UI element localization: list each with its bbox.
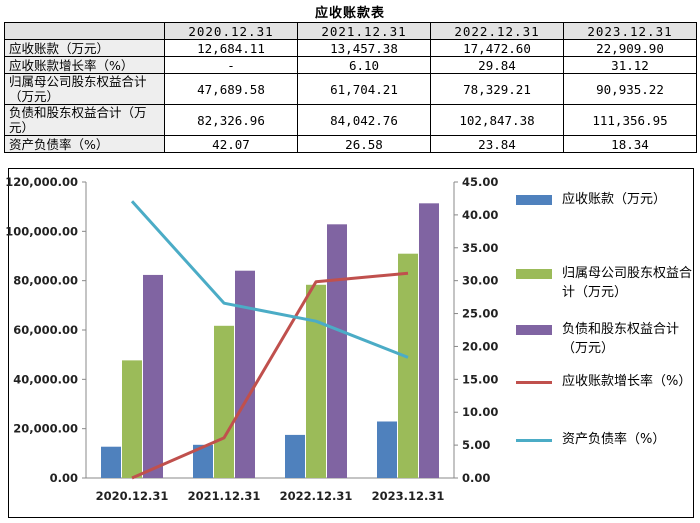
right-tick-label: 30.00: [462, 274, 498, 288]
bar-mark: [214, 325, 234, 478]
receivables-table: 2020.12.31 2021.12.31 2022.12.31 2023.12…: [4, 22, 697, 153]
bar-mark: [235, 270, 255, 478]
bar-mark: [143, 274, 163, 478]
bar-mark: [122, 360, 142, 478]
x-tick-label: 2022.12.31: [280, 489, 353, 503]
left-tick-label: 0.00: [50, 471, 78, 485]
right-tick-label: 35.00: [462, 241, 498, 255]
left-tick-label: 40,000.00: [13, 372, 78, 386]
right-tick-label: 40.00: [462, 208, 498, 222]
legend-label: 资产负债率（%）: [562, 432, 666, 447]
legend-label: 应收账款（万元）: [562, 192, 667, 207]
bar-mark: [419, 203, 439, 478]
bar-mark: [398, 253, 418, 478]
right-tick-label: 25.00: [462, 307, 498, 321]
column-header: 2023.12.31: [563, 22, 697, 40]
left-tick-label: 120,000.00: [5, 175, 78, 189]
right-tick-label: 20.00: [462, 339, 498, 353]
table-cell: 90,935.22: [563, 73, 697, 105]
table-cell: 13,457.38: [297, 39, 431, 57]
right-tick-label: 15.00: [462, 372, 498, 386]
legend-swatch-line: [516, 381, 552, 384]
table-cell: 23.84: [430, 135, 564, 153]
bar-mark: [193, 444, 213, 478]
bar-mark: [377, 421, 397, 478]
legend-swatch-box: [516, 325, 552, 335]
x-tick-label: 2021.12.31: [188, 489, 261, 503]
bar-mark: [285, 434, 305, 478]
legend-swatch-box: [516, 195, 552, 205]
legend-label: 归属母公司股东权益合计（万元）: [562, 266, 693, 300]
table-cell: 78,329.21: [430, 73, 564, 105]
bar-mark: [327, 224, 347, 478]
table-corner: [4, 22, 165, 40]
table-cell: 111,356.95: [563, 104, 697, 136]
legend-label: 负债和股东权益合计（万元）: [562, 322, 680, 356]
table-title: 应收账款表: [314, 6, 385, 21]
column-header: 2021.12.31: [297, 22, 431, 40]
table-cell: 6.10: [297, 56, 431, 74]
row-label: 资产负债率（%）: [4, 135, 165, 153]
left-tick-label: 60,000.00: [13, 323, 78, 337]
chart-frame: [8, 168, 694, 518]
right-tick-label: 0.00: [462, 471, 490, 485]
series-line: [130, 200, 409, 359]
row-label: 负债和股东权益合计（万元）: [4, 104, 165, 136]
bar-mark: [306, 284, 326, 478]
left-tick-label: 100,000.00: [5, 224, 78, 238]
x-tick-label: 2023.12.31: [372, 489, 445, 503]
column-header: 2020.12.31: [164, 22, 298, 40]
table-row: 资产负债率（%） 42.07 26.58 23.84 18.34: [4, 135, 697, 153]
right-tick-label: 10.00: [462, 405, 498, 419]
legend-swatch-box: [516, 269, 552, 279]
series-line: [131, 271, 409, 480]
table-row: 负债和股东权益合计（万元） 82,326.96 84,042.76 102,84…: [4, 104, 697, 136]
table-cell: 22,909.90: [563, 39, 697, 57]
x-tick-label: 2020.12.31: [96, 489, 169, 503]
right-tick-label: 5.00: [462, 438, 490, 452]
legend-label: 应收账款增长率（%）: [562, 374, 692, 389]
table-row: 应收账款增长率（%） - 6.10 29.84 31.12: [4, 56, 697, 74]
bar-mark: [101, 446, 121, 478]
legend-swatch-line: [516, 439, 552, 442]
left-tick-label: 80,000.00: [13, 274, 78, 288]
row-label: 应收账款（万元）: [4, 39, 165, 57]
right-tick-label: 45.00: [462, 175, 498, 189]
table-cell: 26.58: [297, 135, 431, 153]
left-tick-label: 20,000.00: [13, 422, 78, 436]
table-header-row: 2020.12.31 2021.12.31 2022.12.31 2023.12…: [4, 22, 697, 40]
row-label: 应收账款增长率（%）: [4, 56, 165, 74]
table-cell: 18.34: [563, 135, 697, 153]
table-cell: 42.07: [164, 135, 298, 153]
